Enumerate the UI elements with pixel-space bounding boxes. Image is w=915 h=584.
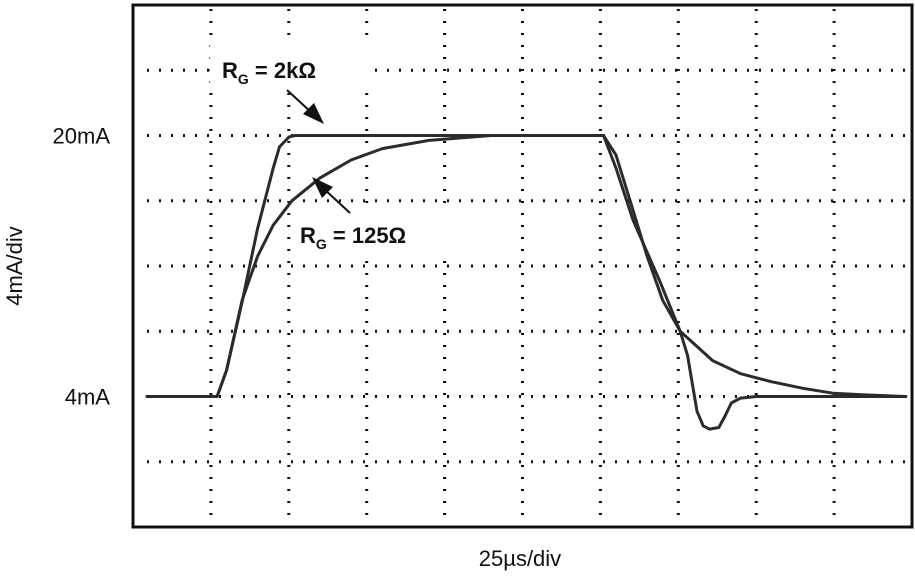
trace [145, 134, 908, 431]
y-tick-label: 20mA [53, 124, 111, 149]
plot-frame [131, 3, 914, 529]
annotation-rest: = 125Ω [327, 223, 406, 248]
y-axis-label: 4mA/div [2, 226, 27, 305]
trace [145, 134, 908, 398]
y-tick-label: 4mA [65, 385, 111, 410]
traces [145, 134, 908, 431]
annotation-text: R [300, 223, 316, 248]
annotation-text: R [222, 58, 238, 83]
grid [147, 9, 910, 525]
x-axis-label: 25µs/div [479, 546, 561, 571]
arrow-head [303, 103, 324, 124]
label-background [210, 45, 370, 87]
label-background [292, 212, 452, 254]
annotation: RG = 2kΩ [222, 58, 316, 87]
arrow-head [312, 177, 333, 198]
annotation-rest: = 2kΩ [249, 58, 316, 83]
annotation-sub: G [316, 236, 327, 252]
annotation-sub: G [238, 71, 249, 87]
annotation: RG = 125Ω [300, 223, 406, 252]
